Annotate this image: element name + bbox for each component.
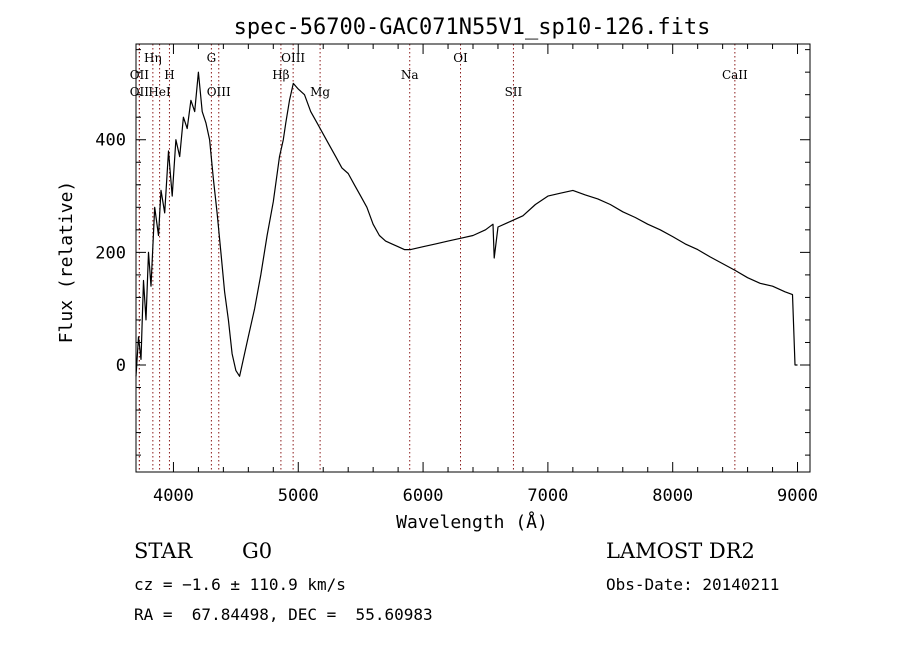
coordinates-text: RA = 67.84498, DEC = 55.60983 [134,605,433,624]
x-tick-label: 6000 [403,486,444,506]
spectral-line-label: Mg [310,85,330,99]
spectral-line-label: HeI [148,85,171,99]
x-tick-label: 4000 [153,486,194,506]
obs-date-text: Obs-Date: 20140211 [606,575,780,594]
x-axis-label: Wavelength (Å) [396,511,548,533]
spectrum-line [135,71,798,377]
spectral-line-label: OIII [281,51,305,65]
x-tick-label: 7000 [527,486,568,506]
spectral-line-label: OII [130,68,150,82]
spectral-line-label: Hη [144,51,162,65]
survey-label: LAMOST DR2 [606,539,755,563]
y-tick-label: 0 [116,356,126,376]
spectral-line-label: Na [401,68,419,82]
y-axis-label: Flux (relative) [56,181,77,344]
x-axis: 4000 5000 6000 7000 8000 9000 [153,44,818,506]
spectral-line-label: OIII [207,85,231,99]
spectral-line-label: OII [130,85,150,99]
x-tick-label: 8000 [652,486,693,506]
spectral-line-label: G [207,51,217,65]
y-tick-label: 400 [95,131,126,151]
spectrum-series-layer [135,71,798,377]
y-tick-label: 200 [95,243,126,263]
spectral-subclass: G0 [242,539,273,563]
chart-title: spec-56700-GAC071N55V1_sp10-126.fits [234,15,711,40]
plot-frame [135,43,811,473]
spectral-line-label: SII [505,85,523,99]
spectral-line-label: CaII [722,68,748,82]
x-tick-label: 9000 [777,486,818,506]
spectral-line-label: Hβ [272,68,289,82]
x-tick-label: 5000 [278,486,319,506]
object-type: STAR [134,539,193,563]
spectral-line-label: OI [453,51,468,65]
spectral-line-label: H [164,68,174,82]
y-axis: 0 200 400 [95,49,810,456]
redshift-text: cz = −1.6 ± 110.9 km/s [134,575,346,594]
